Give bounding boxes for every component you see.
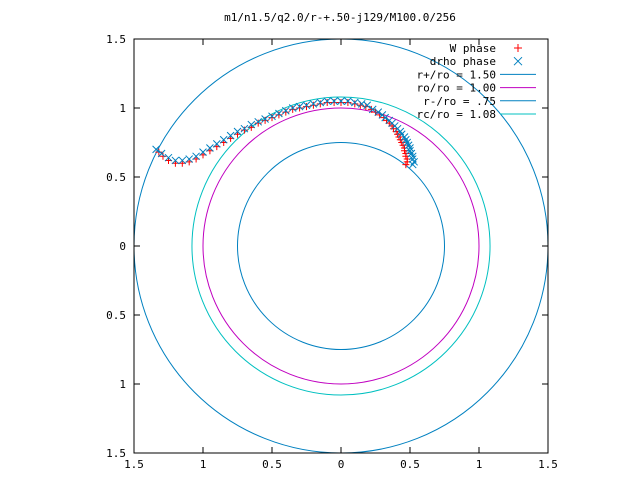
legend-label-2: r+/ro = 1.50 [417,68,496,81]
w-phase-point-51 [159,152,167,160]
w-phase-point-27 [323,98,331,106]
drho-phase-point-47 [185,155,194,163]
drho-phase-point-25 [337,97,345,105]
w-phase-point-34 [275,111,283,119]
drho-phase-point-21 [363,101,372,110]
legend-sample-0 [514,44,522,52]
legend-label-4: r-/ro = .75 [423,95,496,108]
drho-phase-point-31 [295,102,304,111]
drho-phase-point-33 [281,106,290,115]
x-tick-label-6: 1.5 [538,458,558,471]
drho-phase-point-52 [152,145,160,154]
legend-label-0: W phase [450,42,496,55]
drho-phase-point-34 [275,109,283,118]
drho-phase-point-43 [212,140,221,148]
y-tick-label-2: 0.5 [106,171,126,184]
drho-phase-point-49 [171,156,180,165]
drho-phase-point-29 [309,100,318,108]
drho-phase-point-41 [226,131,235,140]
legend-label-1: drho phase [430,55,496,68]
legend-label-5: rc/ro = 1.08 [417,108,496,121]
drho-phase-point-45 [199,148,207,157]
y-tick-label-6: 1.5 [106,447,126,460]
x-tick-label-3: 0 [338,458,345,471]
y-tick-label-3: 0 [119,240,126,253]
y-tick-label-4: 0.5 [106,309,126,322]
drho-phase-point-28 [316,98,325,107]
w-phase-point-25 [337,98,345,106]
chart-title: m1/n1.5/q2.0/r-+.50-j129/M100.0/256 [224,11,456,24]
drho-phase-point-50 [164,153,173,162]
drho-phase-point-26 [330,97,338,105]
circle-1 [202,107,480,385]
drho-phase-point-18 [378,111,387,119]
drho-phase-point-48 [178,156,187,165]
w-phase-point-30 [303,103,310,111]
circle-2 [237,142,445,350]
x-tick-label-2: 0.5 [262,458,282,471]
axis-ticks: 1.5 1 0.5 0 0.5 1 1.51.510.500.511.5 [106,33,558,471]
drho-phase-point-42 [219,135,228,144]
w-phase-point-20 [367,105,375,113]
drho-phase-point-24 [344,97,352,105]
w-phase-point-29 [309,101,317,109]
drho-phase-point-30 [302,101,311,110]
w-phase-point-39 [240,126,248,134]
circle-3 [191,96,491,396]
w-phase-point-31 [296,104,304,112]
x-tick-label-5: 1 [476,458,483,471]
drho-phase-point-40 [233,127,242,136]
drho-phase-point-35 [268,112,276,121]
drho-phase-point-37 [254,117,263,126]
drho-phase-point-38 [247,120,256,129]
data-points [152,97,418,169]
w-phase-point-24 [344,98,352,106]
w-phase-point-26 [330,98,338,106]
w-phase-point-32 [289,105,297,113]
drho-phase-point-51 [157,149,166,158]
drho-phase-point-46 [192,152,200,161]
drho-phase-point-36 [261,115,269,123]
drho-phase-point-20 [368,105,377,114]
y-tick-label-1: 1 [119,102,126,115]
drho-phase-point-39 [240,124,249,133]
drho-phase-point-1 [410,157,418,166]
w-phase-point-35 [268,114,276,122]
drho-phase-point-19 [374,108,383,116]
y-tick-label-5: 1 [119,378,126,391]
drho-phase-point-16 [385,116,394,125]
drho-phase-point-27 [323,97,332,105]
x-tick-label-0: 1.5 [124,458,144,471]
w-phase-point-36 [261,116,269,124]
w-phase-point-37 [254,119,262,127]
legend-sample-1 [513,56,523,66]
w-phase-point-33 [282,108,290,116]
drho-phase-point-22 [357,100,366,108]
drho-phase-point-44 [206,144,214,152]
w-phase-point-23 [351,100,359,108]
y-tick-label-0: 1.5 [106,33,126,46]
drho-phase-point-23 [350,98,359,107]
drho-phase-point-32 [288,104,297,112]
x-tick-label-1: 1 [200,458,207,471]
legend-label-3: ro/ro = 1.00 [417,82,496,95]
x-tick-label-4: 0.5 [400,458,420,471]
w-phase-point-28 [316,100,324,108]
